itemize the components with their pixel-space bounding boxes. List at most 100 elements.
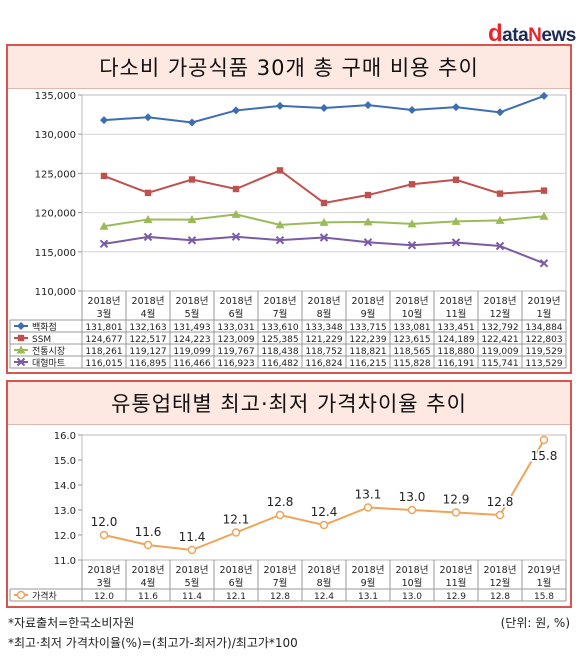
data-point [99, 530, 109, 540]
table-value: 116,895 [129, 359, 166, 369]
table-value: 133,031 [217, 323, 254, 333]
price-gap-chart: 11.012.013.014.015.016.02018년3월2018년4월20… [9, 431, 567, 602]
y-tick-label: 11.0 [54, 556, 76, 567]
table-value: 123,009 [217, 335, 254, 345]
table-value: 12.8 [270, 592, 290, 602]
category-year-label: 2018년 [308, 296, 341, 307]
data-label: 12.4 [311, 505, 338, 519]
category-year-label: 2018년 [352, 296, 385, 307]
table-value: 118,261 [85, 347, 122, 357]
data-point [275, 510, 285, 520]
y-tick-label: 14.0 [54, 481, 76, 492]
data-point [540, 187, 548, 194]
category-year-label: 2018년 [220, 565, 253, 576]
data-point [187, 215, 197, 224]
data-point [231, 232, 241, 241]
table-value: 119,767 [217, 347, 254, 357]
series-line [103, 169, 545, 205]
category-month-label: 10월 [402, 577, 423, 589]
data-point [231, 209, 241, 218]
data-point [363, 503, 373, 512]
data-point [276, 167, 284, 174]
data-point [320, 103, 328, 112]
data-point [275, 220, 285, 229]
table-value: 124,677 [85, 335, 122, 345]
table-value: 122,239 [349, 335, 386, 345]
data-point [99, 221, 109, 230]
category-year-label: 2018년 [176, 296, 209, 307]
category-year-label: 2018년 [88, 565, 121, 576]
data-label: 12.8 [487, 495, 514, 509]
data-point [144, 113, 152, 122]
plot-area [81, 94, 567, 292]
table-value: 119,127 [129, 347, 166, 357]
category-month-label: 3월 [97, 577, 112, 589]
y-tick-label: 16.0 [54, 431, 76, 442]
y-tick-label: 125,000 [35, 169, 76, 180]
data-point [144, 189, 152, 197]
legend-label: 대형마트 [32, 358, 65, 369]
data-point [408, 181, 416, 188]
table-value: 12.4 [314, 592, 334, 602]
table-value: 115,828 [393, 359, 430, 369]
data-label: 13.1 [355, 488, 382, 502]
category-month-label: 8월 [317, 577, 332, 589]
category-month-label: 6월 [229, 308, 244, 320]
data-point [319, 520, 329, 530]
legend-marker [17, 322, 25, 330]
data-point [496, 190, 504, 197]
y-tick-label: 15.0 [54, 456, 76, 467]
table-value: 12.1 [226, 592, 246, 602]
category-year-label: 2018년 [396, 565, 429, 576]
data-point [364, 191, 372, 199]
y-tick-label: 115,000 [35, 248, 76, 259]
table-value: 12.0 [94, 592, 114, 602]
data-point [451, 216, 461, 225]
table-value: 12.9 [446, 592, 466, 602]
y-tick-label: 135,000 [35, 91, 76, 102]
table-value: 119,529 [525, 347, 562, 357]
category-month-label: 3월 [97, 308, 112, 320]
data-label: 11.6 [135, 525, 162, 539]
table-value: 131,493 [173, 323, 210, 333]
y-tick-label: 12.0 [54, 531, 76, 542]
data-point [451, 238, 461, 247]
data-point [188, 176, 196, 183]
table-value: 116,215 [349, 359, 386, 369]
table-value: 116,824 [305, 359, 342, 369]
data-point [363, 238, 373, 247]
table-value: 115,741 [481, 359, 518, 369]
table-value: 118,752 [305, 347, 342, 357]
table-value: 11.6 [138, 592, 158, 602]
legend-label: 전통시장 [32, 346, 65, 357]
legend-label: 가격차 [32, 590, 58, 602]
table-value: 12.8 [490, 592, 510, 602]
table-value: 116,482 [261, 359, 298, 369]
table-value: 116,466 [173, 359, 210, 369]
data-point [539, 211, 549, 220]
table-value: 116,191 [437, 359, 474, 369]
table-value: 113,529 [525, 359, 562, 369]
table-value: 133,451 [437, 323, 474, 333]
data-label: 13.0 [399, 490, 426, 504]
data-label: 12.8 [267, 495, 294, 509]
data-point [100, 172, 108, 180]
category-month-label: 1월 [537, 577, 552, 589]
table-value: 118,565 [393, 347, 430, 357]
unit-note: (단위: 원, %) [500, 616, 570, 630]
data-label: 12.9 [443, 493, 470, 507]
table-value: 133,081 [393, 323, 430, 333]
chart-title: 유통업태별 최고·최저 가격차이율 추이 [8, 382, 570, 425]
data-point [495, 215, 505, 224]
legend-label: SSM [32, 335, 51, 345]
category-month-label: 11월 [446, 577, 467, 589]
data-point [452, 103, 460, 112]
data-point [187, 236, 197, 245]
category-year-label: 2018년 [352, 565, 385, 576]
data-point [364, 101, 372, 110]
data-point [407, 219, 417, 228]
y-tick-label: 110,000 [35, 287, 76, 298]
table-value: 132,792 [481, 323, 518, 333]
data-point [539, 435, 549, 445]
table-value: 118,880 [437, 347, 474, 357]
